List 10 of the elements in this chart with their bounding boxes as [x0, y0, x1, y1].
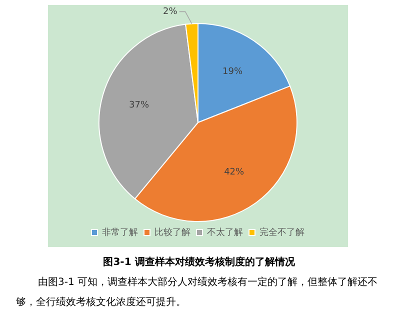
- legend-label: 不太了解: [207, 226, 243, 238]
- data-label: 19%: [222, 67, 243, 78]
- legend-label: 完全不了解: [260, 226, 304, 238]
- text: 由图3-1 可知，调查样本大部分人对绩效考核有一定的了解，但整体了解还不够，全行绩效考核文化浓度还可提升。: [16, 276, 379, 310]
- data-label: 42%: [224, 168, 245, 178]
- data-label: 2%: [163, 7, 178, 18]
- legend-label: 比较了解: [154, 226, 190, 238]
- data-label: 37%: [129, 100, 150, 111]
- legend-label: 非常了解: [102, 226, 138, 238]
- text: 图3-1 调查样本对绩效考核制度的了解情况: [102, 255, 296, 269]
